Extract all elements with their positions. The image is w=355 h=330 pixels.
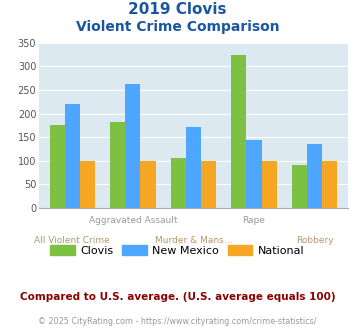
Text: Violent Crime Comparison: Violent Crime Comparison [76,20,279,34]
Bar [322,161,337,208]
Text: 2019 Clovis: 2019 Clovis [128,2,227,16]
Bar [231,55,246,208]
Bar [201,161,216,208]
Bar [246,141,262,208]
Bar [125,84,141,208]
Bar [262,161,277,208]
Text: Rape: Rape [242,216,266,225]
Bar [186,127,201,208]
Bar [292,165,307,208]
Bar [80,161,95,208]
Bar [141,161,155,208]
Text: All Violent Crime: All Violent Crime [34,236,110,245]
Text: Murder & Mans...: Murder & Mans... [155,236,232,245]
Bar [110,122,125,208]
Bar [65,104,80,208]
Bar [307,144,322,208]
Legend: Clovis, New Mexico, National: Clovis, New Mexico, National [46,240,309,260]
Text: Robbery: Robbery [296,236,333,245]
Text: © 2025 CityRating.com - https://www.cityrating.com/crime-statistics/: © 2025 CityRating.com - https://www.city… [38,317,317,326]
Bar [171,158,186,208]
Bar [50,125,65,208]
Text: Compared to U.S. average. (U.S. average equals 100): Compared to U.S. average. (U.S. average … [20,292,335,302]
Text: Aggravated Assault: Aggravated Assault [89,216,177,225]
